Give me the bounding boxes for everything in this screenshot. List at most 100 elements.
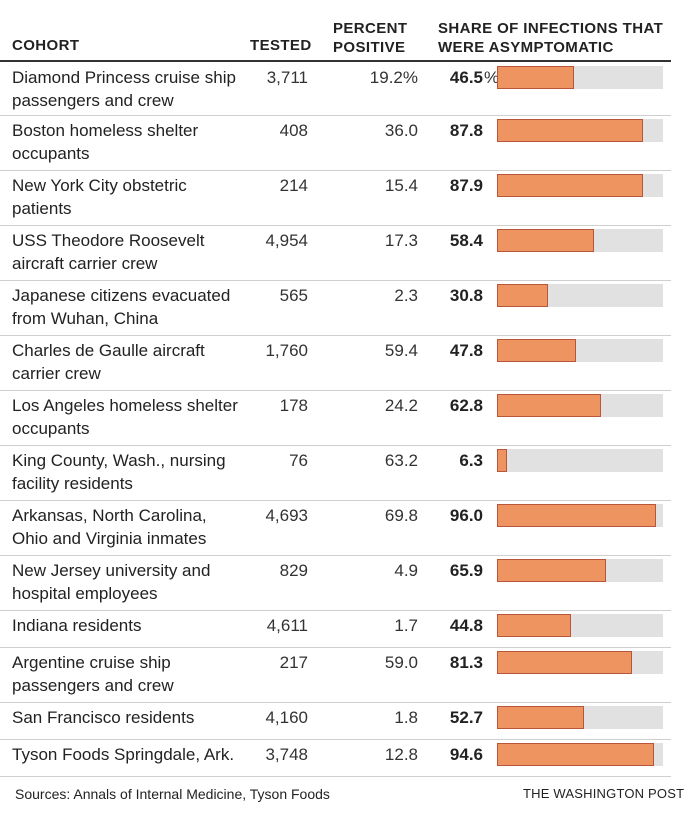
bar-track <box>497 229 663 252</box>
table-row: Boston homeless shelter occupants 408 36.0 8… <box>0 115 671 171</box>
cohort-name: Boston homeless shelter occupants <box>12 119 257 165</box>
tested-value: 565 <box>279 286 308 305</box>
share-asymptomatic-label: 81.3 <box>449 653 483 672</box>
header-share-line1: SHARE OF INFECTIONS THAT <box>438 20 664 37</box>
cohort-line2: carrier crew <box>12 364 101 383</box>
bar-track <box>497 394 663 417</box>
table-row: Arkansas, North Carolina, Ohio and Virgin… <box>0 500 671 556</box>
tested-value: 4,693 <box>265 506 308 525</box>
share-asymptomatic-label: 58.4 <box>449 231 483 250</box>
cohort-line2: facility residents <box>12 474 133 493</box>
percent-positive-value: 59.0 <box>384 653 418 672</box>
cohort-line1: Japanese citizens evacuated <box>12 286 231 305</box>
header-percent-positive: PERCENT POSITIVE <box>333 19 407 57</box>
cohort-name: New Jersey university and hospital employ… <box>12 559 257 605</box>
percent-positive-value: 1.8 <box>394 708 418 727</box>
tested-value: 3,711 <box>266 68 308 87</box>
share-asymptomatic-label: 87.9 <box>449 176 483 195</box>
percent-positive-value: 24.2 <box>384 396 418 415</box>
share-asymptomatic-label: 52.7 <box>449 708 483 727</box>
cohort-line1: San Francisco residents <box>12 708 195 727</box>
percent-positive-value: 59.4 <box>384 341 418 360</box>
percent-positive-value: 1.7 <box>394 616 418 635</box>
cohort-name: King County, Wash., nursing facility resi… <box>12 449 257 495</box>
share-bar <box>497 229 594 252</box>
table-row: Japanese citizens evacuated from Wuhan, C… <box>0 280 671 336</box>
cohort-line2: occupants <box>12 144 90 163</box>
share-asymptomatic-label: 94.6 <box>449 745 483 764</box>
table-row: New Jersey university and hospital employ… <box>0 555 671 611</box>
table-row: Tyson Foods Springdale, Ark. 3,748 12.8 94.… <box>0 739 671 777</box>
table-row: San Francisco residents 4,160 1.8 52.7 <box>0 702 671 740</box>
table-row: Argentine cruise ship passengers and crew… <box>0 647 671 703</box>
share-bar <box>497 284 548 307</box>
cohort-name: San Francisco residents <box>12 706 257 729</box>
tested-value: 178 <box>279 396 308 415</box>
bar-track <box>497 449 663 472</box>
bar-track <box>497 504 663 527</box>
cohort-name: Diamond Princess cruise ship passengers a… <box>12 66 257 112</box>
share-bar <box>497 651 632 674</box>
cohort-name: New York City obstetric patients <box>12 174 257 220</box>
table-row: King County, Wash., nursing facility resi… <box>0 445 671 501</box>
cohort-line2: from Wuhan, China <box>12 309 159 328</box>
tested-value: 4,160 <box>265 708 308 727</box>
share-bar <box>497 66 574 89</box>
share-bar <box>497 706 584 729</box>
share-bar <box>497 504 656 527</box>
share-asymptomatic-label: 87.8 <box>449 121 483 140</box>
share-asymptomatic-label: 6.3 <box>459 451 483 470</box>
cohort-line2: Ohio and Virginia inmates <box>12 529 207 548</box>
bar-track <box>497 743 663 766</box>
percent-positive-value: 17.3 <box>384 231 418 250</box>
bar-track <box>497 119 663 142</box>
share-asymptomatic-label: 65.9 <box>449 561 483 580</box>
tested-value: 217 <box>279 653 308 672</box>
share-bar <box>497 449 507 472</box>
share-bar <box>497 743 654 766</box>
share-asymptomatic-label: 46.5 <box>449 68 483 87</box>
header-percent-positive-line1: PERCENT <box>333 20 408 37</box>
table-row: Los Angeles homeless shelter occupants 178… <box>0 390 671 446</box>
percent-positive-value: 4.9 <box>394 561 418 580</box>
sources-note: Sources: Annals of Internal Medicine, Ty… <box>15 786 330 802</box>
tested-value: 214 <box>279 176 308 195</box>
percent-positive-value: 19.2% <box>369 68 418 87</box>
bar-track <box>497 706 663 729</box>
cohort-line1: USS Theodore Roosevelt <box>12 231 205 250</box>
bar-track <box>497 559 663 582</box>
share-bar <box>497 339 576 362</box>
percent-positive-value: 15.4 <box>384 176 418 195</box>
cohort-line1: New Jersey university and <box>12 561 211 580</box>
tested-value: 1,760 <box>265 341 308 360</box>
cohort-line2: hospital employees <box>12 584 158 603</box>
share-bar <box>497 394 601 417</box>
tested-value: 829 <box>279 561 308 580</box>
header-share-asymptomatic: SHARE OF INFECTIONS THAT WERE ASYMPTOMAT… <box>438 19 663 57</box>
table-row: New York City obstetric patients 214 15.4 87… <box>0 170 671 226</box>
cohort-line2: patients <box>12 199 72 218</box>
cohort-name: Arkansas, North Carolina, Ohio and Virgin… <box>12 504 257 550</box>
cohort-line1: New York City obstetric <box>12 176 187 195</box>
header-tested: TESTED <box>250 37 312 54</box>
header-divider <box>0 60 671 62</box>
header-cohort: COHORT <box>12 37 80 54</box>
tested-value: 76 <box>289 451 308 470</box>
cohort-line1: Los Angeles homeless shelter <box>12 396 238 415</box>
header-share-line2: WERE ASYMPTOMATIC <box>438 39 614 56</box>
cohort-line1: Arkansas, North Carolina, <box>12 506 207 525</box>
share-bar <box>497 614 571 637</box>
header-percent-positive-line2: POSITIVE <box>333 39 406 56</box>
share-bar <box>497 174 643 197</box>
bar-track <box>497 614 663 637</box>
cohort-line2: occupants <box>12 419 90 438</box>
cohort-line1: Argentine cruise ship <box>12 653 171 672</box>
cohort-line1: Charles de Gaulle aircraft <box>12 341 205 360</box>
cohort-name: Charles de Gaulle aircraft carrier crew <box>12 339 257 385</box>
cohort-name: Indiana residents <box>12 614 257 637</box>
publisher-credit: THE WASHINGTON POST <box>523 786 685 801</box>
table-row: USS Theodore Roosevelt aircraft carrier c… <box>0 225 671 281</box>
percent-positive-value: 69.8 <box>384 506 418 525</box>
share-asymptomatic-label: 30.8 <box>449 286 483 305</box>
tested-value: 4,611 <box>266 616 308 635</box>
